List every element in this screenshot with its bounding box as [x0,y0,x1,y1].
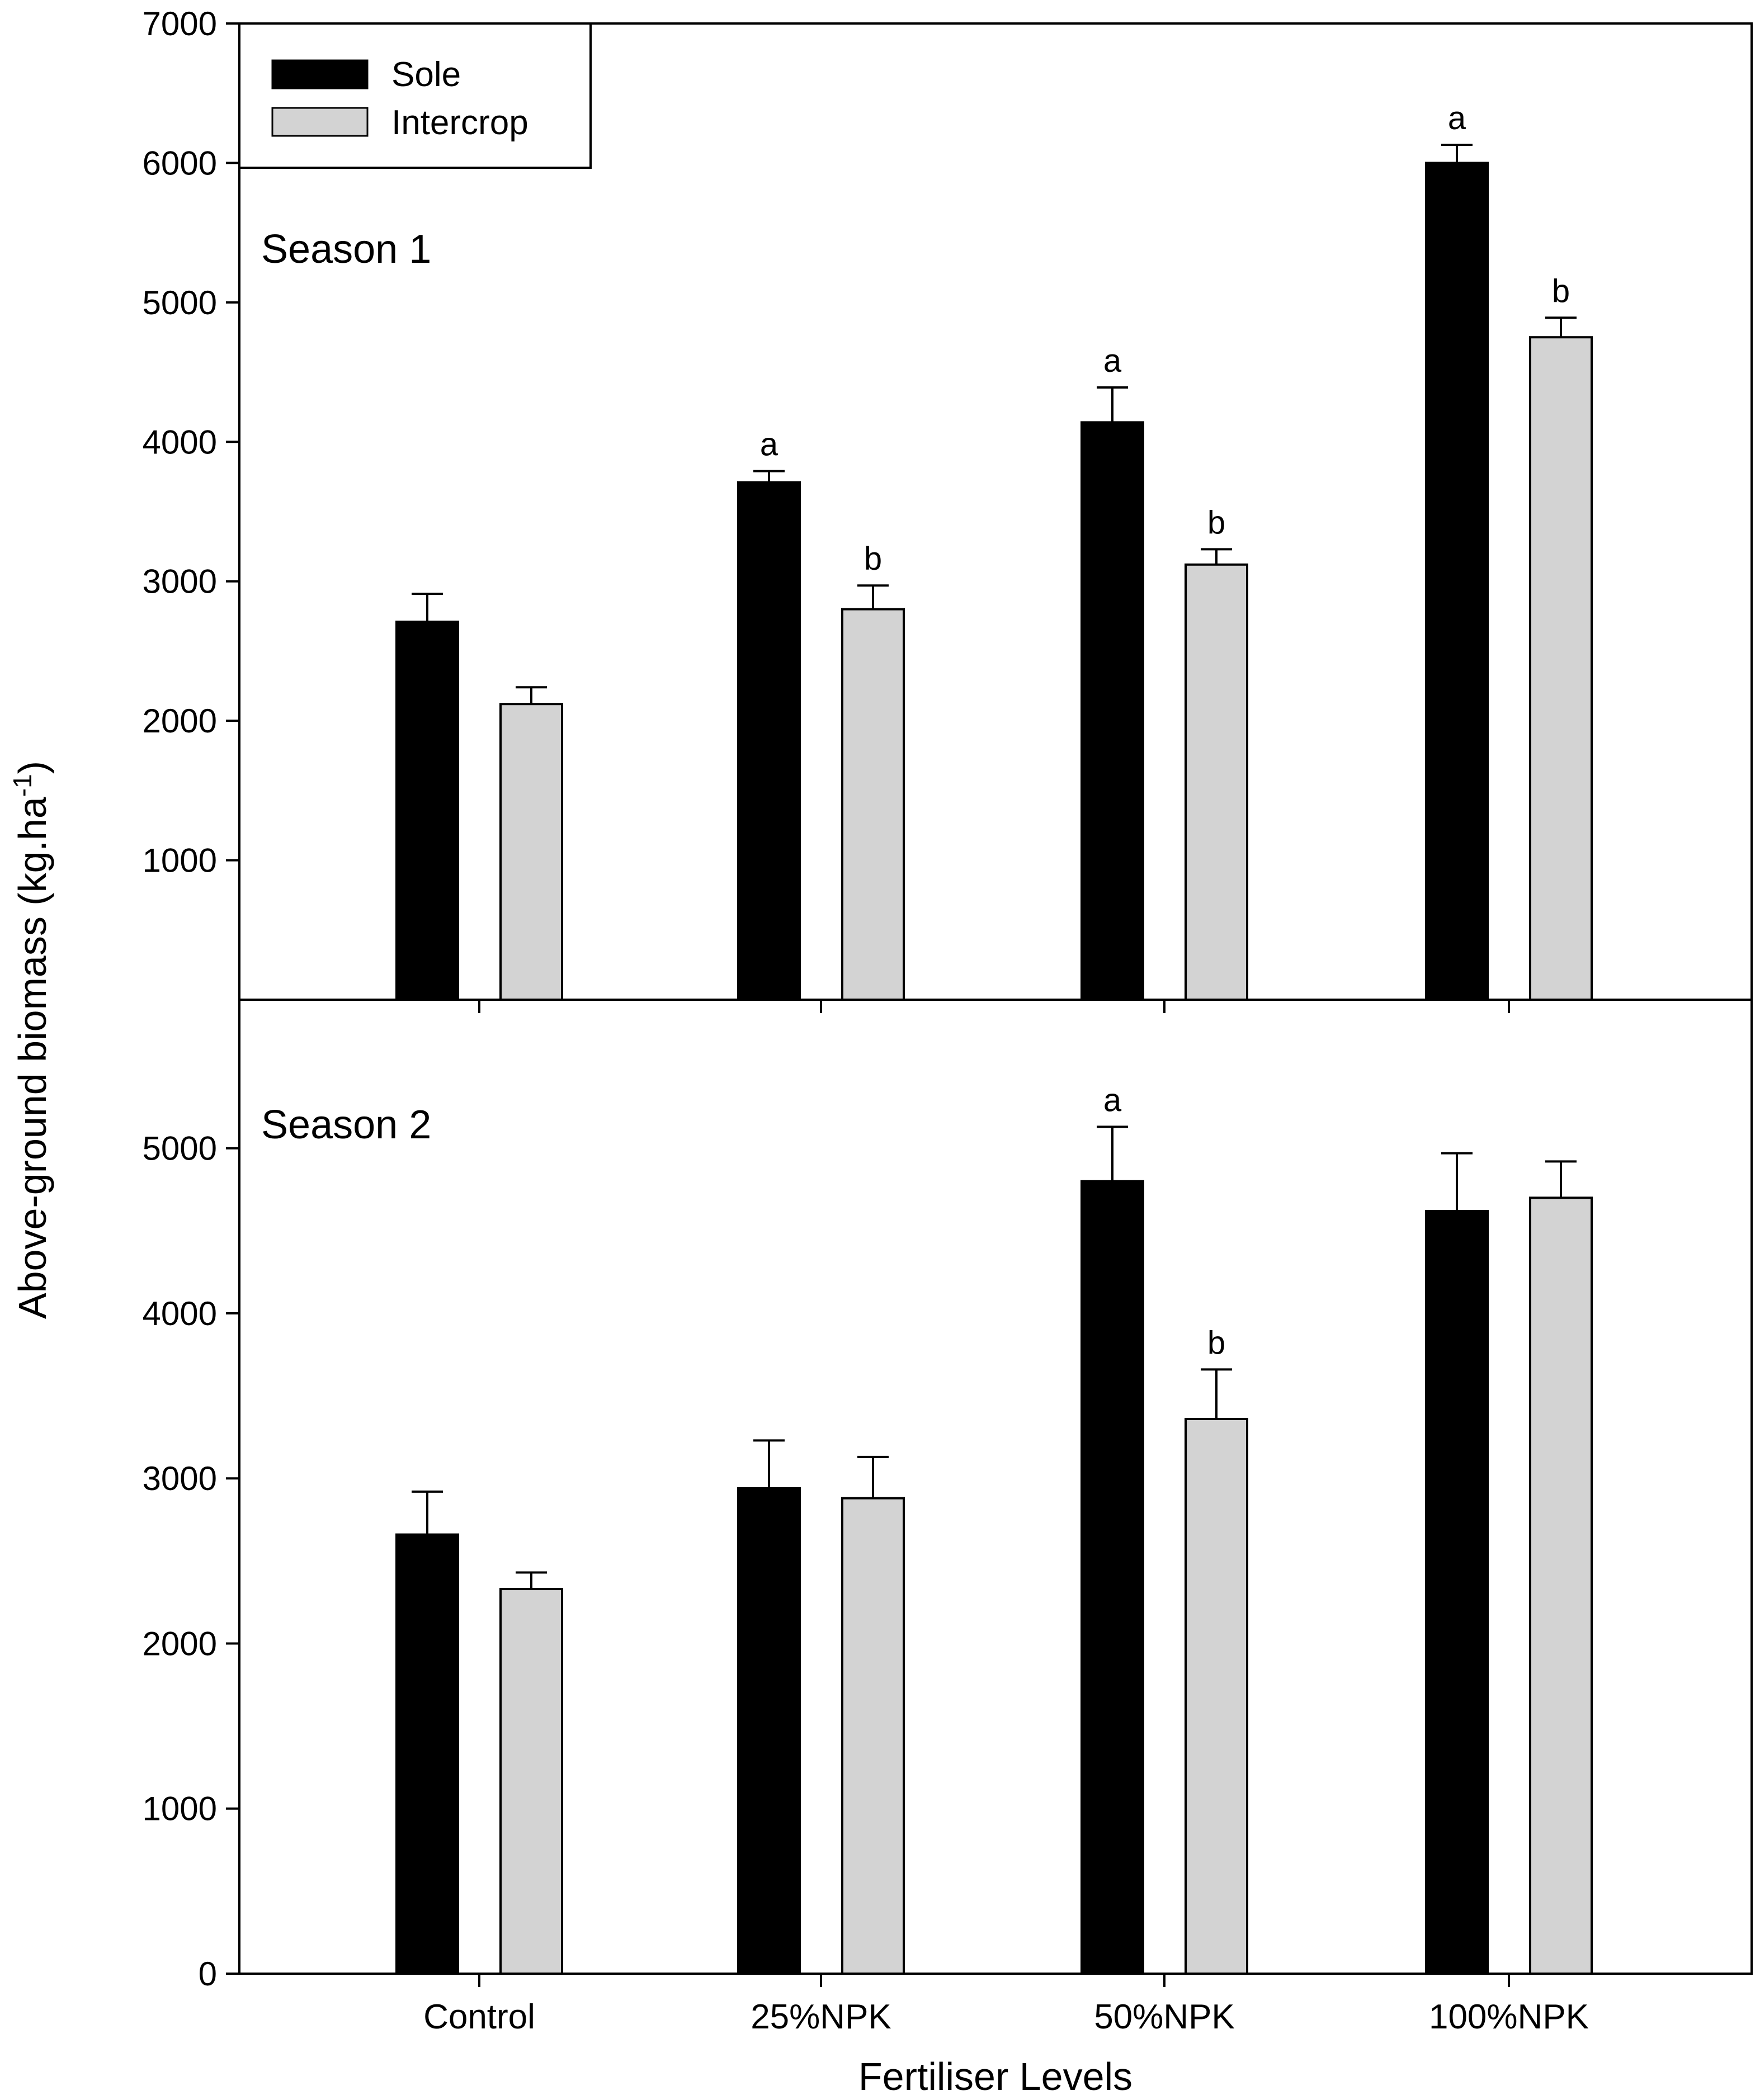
plot-frame [238,22,1753,1001]
panel-title: Season 2 [261,1103,431,1147]
y-tick-label: 2000 [143,1625,217,1662]
significance-letter: a [1448,100,1466,136]
y-tick-label: 6000 [143,144,217,182]
x-category-labels: Control 25%NPK 50%NPK 100%NPK [423,1998,1589,2036]
plot-frame [238,999,1753,1975]
bar-sole [1080,421,1144,1001]
legend: Sole Intercrop [238,22,592,169]
significance-letter: b [1207,1325,1225,1361]
bar-sole [1425,162,1489,1001]
legend-box [238,22,592,169]
bar-intercrop [1185,563,1248,1001]
significance-letter: b [1552,273,1570,309]
bar-intercrop [841,608,905,1001]
y-tick-label: 0 [199,1955,217,1993]
x-category-label: 50%NPK [1094,1998,1235,2036]
bar-intercrop [499,1588,563,1975]
y-tick-label: 4000 [143,423,217,461]
bar-sole [1425,1209,1489,1975]
y-tick-label: 5000 [143,1130,217,1167]
bar-intercrop [841,1497,905,1975]
y-tick-label: 3000 [143,1460,217,1497]
bar-sole [737,1487,801,1975]
chart-panels: 1000 2000 3000 4000 5000 6000 7000 Season 1 a a a b… [143,5,1753,1993]
bar-intercrop [499,703,563,1001]
y-tick-label: 1000 [143,842,217,879]
y-axis-title: Above-ground biomass (kg.ha-1) [8,761,54,1319]
x-axis-title: Fertiliser Levels [858,2055,1133,2098]
y-tick-label: 2000 [143,702,217,740]
significance-letter: a [1103,1082,1122,1118]
bar-sole [395,1533,459,1975]
y-tick-label: 3000 [143,563,217,600]
significance-letter: a [1103,343,1122,379]
bar-intercrop [1529,1196,1593,1975]
bar-sole [395,621,459,1001]
legend-swatch-sole [271,59,369,89]
y-tick-label: 7000 [143,5,217,42]
legend-label-sole: Sole [391,55,461,94]
x-category-label: Control [423,1998,535,2036]
x-category-label: 100%NPK [1429,1998,1589,2036]
panel-title: Season 1 [261,227,431,272]
bar-intercrop [1185,1417,1248,1975]
x-category-label: 25%NPK [751,1998,891,2036]
y-tick-label: 1000 [143,1790,217,1828]
significance-letter: b [864,541,882,577]
legend-swatch-intercrop [271,107,369,137]
y-tick-label: 4000 [143,1295,217,1332]
bar-sole [737,481,801,1001]
legend-label-intercrop: Intercrop [391,103,529,142]
significance-letter: b [1207,504,1225,541]
y-tick-label: 5000 [143,284,217,321]
bar-sole [1080,1180,1144,1975]
panel-season-1: 1000 2000 3000 4000 5000 6000 7000 Season 1 a a a b… [143,5,1753,1013]
panel-season-2: 0 1000 2000 3000 4000 5000 Season 2 a b [143,999,1753,1993]
bar-intercrop [1529,336,1593,1001]
significance-letter: a [760,427,778,463]
